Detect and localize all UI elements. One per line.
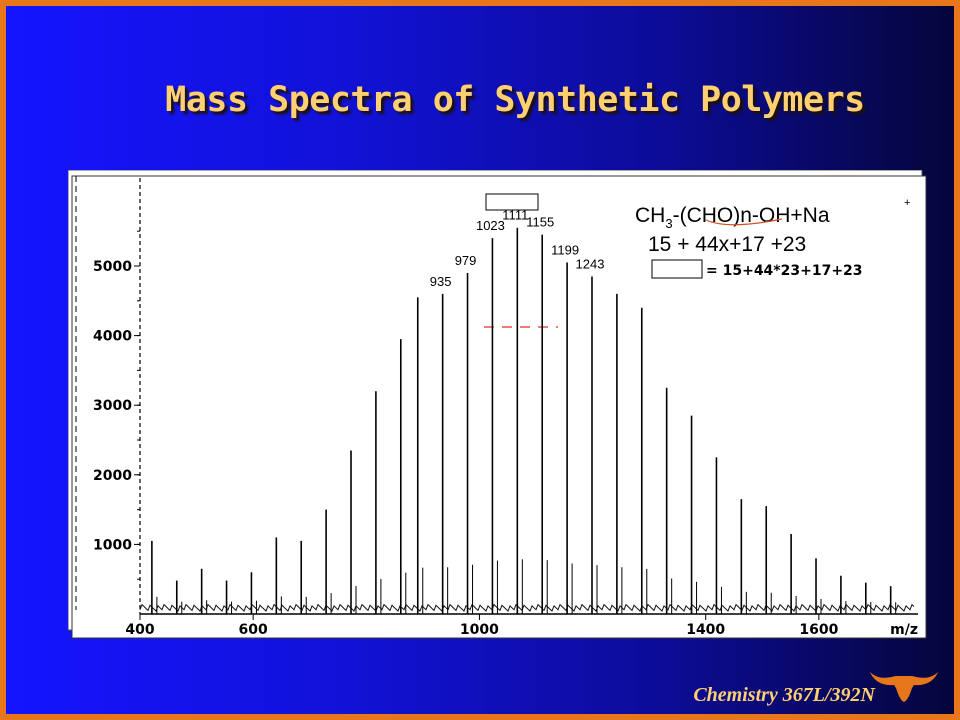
label-box-top	[485, 193, 539, 211]
formula-underline	[705, 218, 783, 226]
chart-front-panel	[71, 175, 927, 639]
peak-mass-label: 935	[430, 274, 452, 289]
peak-mass-label: 1023	[476, 218, 505, 233]
peak-mass-label: 979	[455, 253, 477, 268]
x-tick-label: 600	[239, 622, 268, 638]
y-tick-label: 5000	[93, 259, 132, 275]
peak-mass-label: 1111	[502, 208, 528, 223]
longhorn-icon	[870, 672, 938, 702]
formula-text: CH3-(CHO)n-OH+Na	[635, 204, 830, 231]
formula-rest: -(CHO)n-OH+Na	[673, 204, 830, 227]
peak-mass-label: 1199	[551, 243, 579, 258]
y-tick-label: 3000	[93, 398, 132, 414]
formula-subscript: 3	[665, 216, 672, 231]
x-tick-label: 1000	[460, 622, 499, 638]
x-tick-label: 1400	[686, 622, 725, 638]
mass-formula-text: 15 + 44x+17 +23	[648, 233, 806, 256]
equation-text: = 15+44*23+17+23	[706, 263, 863, 279]
y-tick-label: 4000	[93, 329, 132, 345]
baseline-noise	[139, 603, 915, 612]
peak-mass-label: 1155	[526, 215, 554, 230]
mass-spectrum-chart: 400 600 1000 1400 1600 m/z 1000 2000 3000 4000 500…	[68, 170, 927, 639]
peak-mass-label: 1243	[576, 256, 605, 271]
slide-title: Mass Spectra of Synthetic Polymers	[165, 80, 865, 120]
x-tick-label: 1600	[799, 622, 838, 638]
label-box-equation	[651, 259, 703, 279]
y-tick-label: 1000	[93, 537, 132, 553]
y-tick-label: 2000	[93, 468, 132, 484]
x-axis-label: m/z	[890, 622, 918, 638]
formula-prefix: CH	[635, 204, 665, 227]
x-tick-label: 400	[125, 622, 154, 638]
footer-course-label: Chemistry 367L/392N	[693, 684, 875, 706]
formula-charge: +	[904, 197, 910, 209]
